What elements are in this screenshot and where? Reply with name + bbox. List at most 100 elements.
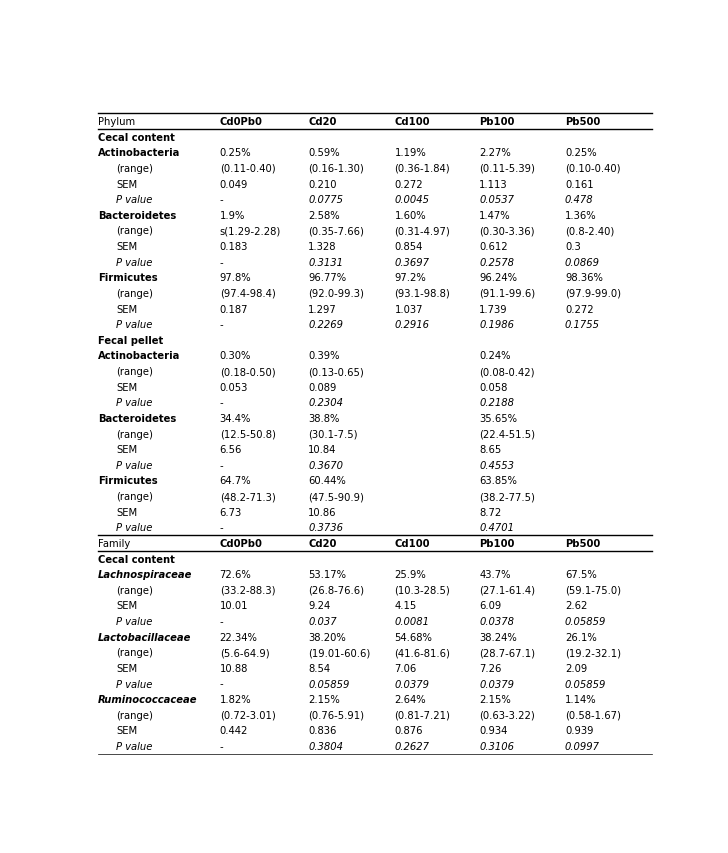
- Text: -: -: [220, 523, 223, 532]
- Text: Firmicutes: Firmicutes: [98, 476, 157, 486]
- Text: 0.612: 0.612: [479, 241, 508, 252]
- Text: -: -: [220, 461, 223, 470]
- Text: 0.25%: 0.25%: [220, 148, 251, 158]
- Text: P value: P value: [116, 741, 153, 751]
- Text: 0.05859: 0.05859: [308, 679, 349, 688]
- Text: 35.65%: 35.65%: [479, 414, 517, 423]
- Text: (10.3-28.5): (10.3-28.5): [395, 585, 451, 595]
- Text: (19.2-32.1): (19.2-32.1): [565, 647, 621, 658]
- Text: P value: P value: [116, 397, 153, 408]
- Text: (47.5-90.9): (47.5-90.9): [308, 491, 364, 502]
- Text: 0.0378: 0.0378: [479, 617, 514, 626]
- Text: 0.037: 0.037: [308, 617, 337, 626]
- Text: (range): (range): [116, 367, 154, 377]
- Text: (range): (range): [116, 710, 154, 720]
- Text: 97.2%: 97.2%: [395, 273, 427, 283]
- Text: 0.25%: 0.25%: [565, 148, 596, 158]
- Text: 2.15%: 2.15%: [308, 694, 340, 705]
- Text: 63.85%: 63.85%: [479, 476, 517, 486]
- Text: -: -: [220, 679, 223, 688]
- Text: (0.30-3.36): (0.30-3.36): [479, 226, 534, 236]
- Text: 38.8%: 38.8%: [308, 414, 339, 423]
- Text: 0.3736: 0.3736: [308, 523, 343, 532]
- Text: (97.9-99.0): (97.9-99.0): [565, 288, 621, 299]
- Text: (33.2-88.3): (33.2-88.3): [220, 585, 275, 595]
- Text: 1.037: 1.037: [395, 305, 423, 314]
- Text: 54.68%: 54.68%: [395, 632, 432, 642]
- Text: 0.187: 0.187: [220, 305, 248, 314]
- Text: Pb500: Pb500: [565, 538, 600, 548]
- Text: P value: P value: [116, 195, 153, 205]
- Text: 0.854: 0.854: [395, 241, 423, 252]
- Text: 0.4553: 0.4553: [479, 461, 514, 470]
- Text: 97.8%: 97.8%: [220, 273, 251, 283]
- Text: 0.30%: 0.30%: [220, 351, 251, 361]
- Text: 1.19%: 1.19%: [395, 148, 427, 158]
- Text: 0.058: 0.058: [479, 382, 507, 392]
- Text: 8.65: 8.65: [479, 444, 502, 455]
- Text: (41.6-81.6): (41.6-81.6): [395, 647, 451, 658]
- Text: 0.59%: 0.59%: [308, 148, 340, 158]
- Text: (26.8-76.6): (26.8-76.6): [308, 585, 364, 595]
- Text: Cd100: Cd100: [395, 538, 430, 548]
- Text: 0.0081: 0.0081: [395, 617, 430, 626]
- Text: 2.62: 2.62: [565, 601, 587, 611]
- Text: -: -: [220, 195, 223, 205]
- Text: 0.0869: 0.0869: [565, 258, 600, 267]
- Text: 0.934: 0.934: [479, 726, 507, 735]
- Text: 96.77%: 96.77%: [308, 273, 347, 283]
- Text: 1.60%: 1.60%: [395, 211, 426, 221]
- Text: Cd0Pb0: Cd0Pb0: [220, 538, 263, 548]
- Text: Family: Family: [98, 538, 130, 548]
- Text: 2.09: 2.09: [565, 663, 587, 673]
- Text: P value: P value: [116, 258, 153, 267]
- Text: (12.5-50.8): (12.5-50.8): [220, 429, 275, 439]
- Text: (0.11-0.40): (0.11-0.40): [220, 164, 275, 174]
- Text: -: -: [220, 397, 223, 408]
- Text: 72.6%: 72.6%: [220, 570, 251, 579]
- Text: 0.089: 0.089: [308, 382, 336, 392]
- Text: 0.4701: 0.4701: [479, 523, 514, 532]
- Text: (59.1-75.0): (59.1-75.0): [565, 585, 621, 595]
- Text: 25.9%: 25.9%: [395, 570, 427, 579]
- Text: 10.88: 10.88: [220, 663, 248, 673]
- Text: (48.2-71.3): (48.2-71.3): [220, 491, 275, 502]
- Text: 1.47%: 1.47%: [479, 211, 511, 221]
- Text: (28.7-67.1): (28.7-67.1): [479, 647, 535, 658]
- Text: 0.24%: 0.24%: [479, 351, 510, 361]
- Text: 6.73: 6.73: [220, 507, 242, 517]
- Text: SEM: SEM: [116, 241, 138, 252]
- Text: 34.4%: 34.4%: [220, 414, 251, 423]
- Text: 0.0537: 0.0537: [479, 195, 514, 205]
- Text: (22.4-51.5): (22.4-51.5): [479, 429, 535, 439]
- Text: P value: P value: [116, 679, 153, 688]
- Text: Pb100: Pb100: [479, 538, 515, 548]
- Text: SEM: SEM: [116, 179, 138, 189]
- Text: (0.08-0.42): (0.08-0.42): [479, 367, 534, 377]
- Text: 8.72: 8.72: [479, 507, 502, 517]
- Text: (0.63-3.22): (0.63-3.22): [479, 710, 535, 720]
- Text: 0.2578: 0.2578: [479, 258, 514, 267]
- Text: Firmicutes: Firmicutes: [98, 273, 157, 283]
- Text: (0.58-1.67): (0.58-1.67): [565, 710, 621, 720]
- Text: (38.2-77.5): (38.2-77.5): [479, 491, 535, 502]
- Text: (0.13-0.65): (0.13-0.65): [308, 367, 364, 377]
- Text: 0.2916: 0.2916: [395, 320, 430, 330]
- Text: 0.05859: 0.05859: [565, 617, 606, 626]
- Text: 67.5%: 67.5%: [565, 570, 597, 579]
- Text: Lactobacillaceae: Lactobacillaceae: [98, 632, 191, 642]
- Text: 2.27%: 2.27%: [479, 148, 511, 158]
- Text: Actinobacteria: Actinobacteria: [98, 148, 180, 158]
- Text: 10.84: 10.84: [308, 444, 336, 455]
- Text: 1.14%: 1.14%: [565, 694, 596, 705]
- Text: 98.36%: 98.36%: [565, 273, 603, 283]
- Text: SEM: SEM: [116, 601, 138, 611]
- Text: 43.7%: 43.7%: [479, 570, 510, 579]
- Text: (range): (range): [116, 491, 154, 502]
- Text: 0.442: 0.442: [220, 726, 248, 735]
- Text: 4.15: 4.15: [395, 601, 417, 611]
- Text: (92.0-99.3): (92.0-99.3): [308, 288, 364, 299]
- Text: 6.56: 6.56: [220, 444, 242, 455]
- Text: SEM: SEM: [116, 382, 138, 392]
- Text: Fecal pellet: Fecal pellet: [98, 335, 163, 345]
